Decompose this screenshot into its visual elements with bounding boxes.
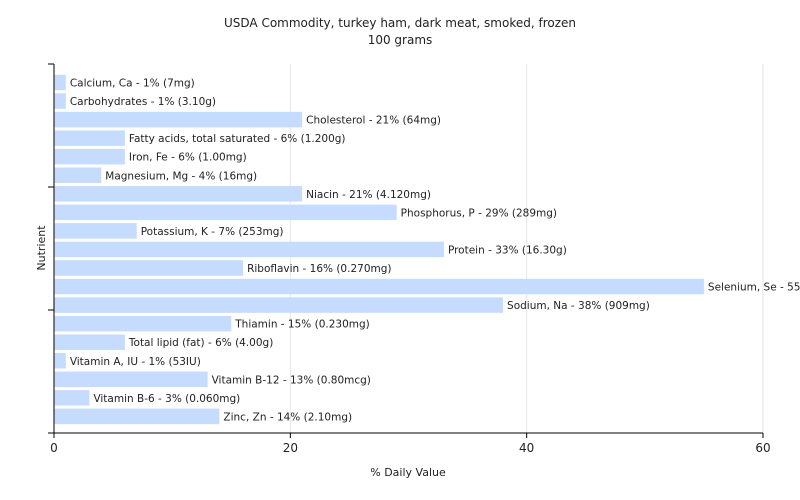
x-tick-label-3: 60	[755, 441, 770, 455]
bar-label-19: Zinc, Zn - 14% (2.10mg)	[223, 411, 352, 423]
axes	[48, 63, 763, 434]
bar-15	[54, 334, 125, 350]
bar-label-18: Vitamin B-6 - 3% (0.060mg)	[93, 393, 240, 405]
bar-19	[54, 408, 220, 425]
bar-label-10: Protein - 33% (16.30g)	[448, 244, 567, 256]
bar-3	[54, 111, 303, 128]
bar-label-6: Magnesium, Mg - 4% (16mg)	[105, 170, 257, 182]
bar-17	[54, 371, 208, 388]
bar-label-14: Thiamin - 15% (0.230mg)	[234, 319, 370, 331]
bar-label-16: Vitamin A, IU - 1% (53IU)	[70, 356, 201, 368]
y-axis-label: Nutrient	[35, 225, 48, 271]
x-tick-label-0: 0	[50, 441, 58, 455]
bar-4	[54, 130, 125, 146]
bar-label-8: Phosphorus, P - 29% (289mg)	[401, 207, 557, 219]
bar-label-3: Cholesterol - 21% (64mg)	[306, 115, 441, 127]
chart-subtitle: 100 grams	[368, 33, 433, 47]
bar-16	[54, 353, 66, 369]
x-tick-label-1: 20	[283, 441, 298, 455]
bar-label-15: Total lipid (fat) - 6% (4.00g)	[128, 337, 273, 349]
bar-label-9: Potassium, K - 7% (253mg)	[141, 226, 284, 238]
x-axis-label: % Daily Value	[370, 466, 446, 479]
bar-9	[54, 223, 137, 239]
bar-label-13: Sodium, Na - 38% (909mg)	[507, 300, 650, 312]
bar-label-17: Vitamin B-12 - 13% (0.80mcg)	[212, 374, 371, 386]
bar-5	[54, 148, 125, 165]
bar-2	[54, 93, 66, 109]
bar-1	[54, 74, 66, 91]
bar-label-4: Fatty acids, total saturated - 6% (1.200…	[129, 133, 346, 145]
bar-14	[54, 315, 232, 332]
bar-label-5: Iron, Fe - 6% (1.00mg)	[129, 152, 247, 164]
bar-13	[54, 297, 504, 313]
bar-8	[54, 204, 397, 221]
bar-7	[54, 186, 303, 202]
bar-label-7: Niacin - 21% (4.120mg)	[306, 189, 431, 201]
bar-6	[54, 167, 102, 183]
bar-label-2: Carbohydrates - 1% (3.10g)	[70, 96, 216, 108]
bar-10	[54, 241, 444, 258]
bar-label-12: Selenium, Se - 55% (38.2mcg)	[708, 282, 800, 294]
chart-title: USDA Commodity, turkey ham, dark meat, s…	[224, 16, 576, 30]
bar-18	[54, 390, 90, 406]
bar-label-11: Riboflavin - 16% (0.270mg)	[247, 263, 391, 275]
x-tick-label-2: 40	[519, 441, 534, 455]
bar-11	[54, 260, 244, 276]
bars: Calcium, Ca - 1% (7mg) Carbohydrates - 1%…	[54, 74, 800, 425]
x-axis-ticks: 0 20 40 60	[50, 433, 771, 455]
bar-12	[54, 278, 704, 295]
bar-label-1: Calcium, Ca - 1% (7mg)	[70, 78, 195, 90]
